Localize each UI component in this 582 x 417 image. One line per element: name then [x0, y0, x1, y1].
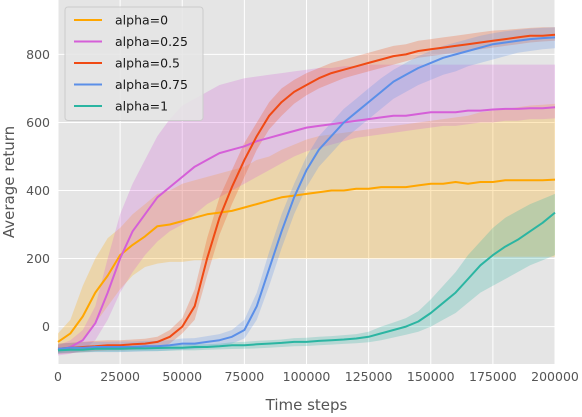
- legend: alpha=0 alpha=0.25 alpha=0.5 alpha=0.75 alph…: [64, 6, 204, 121]
- series-band-0: [58, 103, 555, 353]
- x-tick-label: 175000: [469, 369, 517, 384]
- y-tick-label: 600: [26, 115, 50, 130]
- y-tick-label: 200: [26, 251, 50, 266]
- series-line-2: [57, 33, 556, 350]
- x-tick-label: 125000: [345, 369, 393, 384]
- y-axis-label: Average return: [0, 126, 18, 238]
- legend-label: alpha=0.75: [115, 77, 188, 92]
- x-tick-label: 200000: [531, 369, 579, 384]
- legend-label: alpha=0: [115, 13, 168, 28]
- legend-label: alpha=0.25: [115, 34, 188, 49]
- series-band-1: [58, 64, 555, 356]
- legend-label: alpha=1: [115, 99, 168, 114]
- x-tick-label: 25000: [100, 369, 140, 384]
- legend-label: alpha=0.5: [115, 56, 180, 71]
- x-tick-label: 100000: [283, 369, 331, 384]
- series-lines: [57, 33, 556, 352]
- y-tick-label: 400: [26, 183, 50, 198]
- y-tick-label: 0: [42, 319, 50, 334]
- x-tick-label: 50000: [162, 369, 202, 384]
- x-tick-label: 150000: [407, 369, 455, 384]
- series-line-0: [57, 178, 556, 343]
- tick-labels: 0 25000 50000 75000 100000 125000 150000 175000…: [26, 47, 579, 384]
- series-line-4: [57, 211, 556, 352]
- series-line-1: [57, 106, 556, 352]
- y-tick-label: 800: [26, 47, 50, 62]
- x-tick-label: 0: [54, 369, 62, 384]
- x-tick-label: 75000: [224, 369, 264, 384]
- legend-box: [64, 6, 204, 121]
- series-line-3: [57, 36, 556, 350]
- series-band-2: [58, 27, 555, 354]
- x-axis-label: Time steps: [265, 396, 348, 414]
